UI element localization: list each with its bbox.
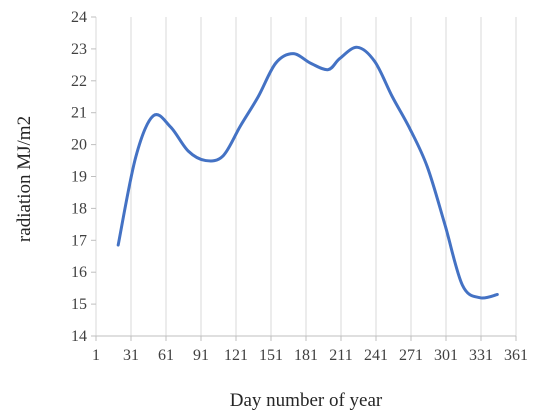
y-tick-label-24: 24 [71,9,87,26]
x-tick-label-271: 271 [399,347,423,364]
data-point-185 [309,62,311,64]
y-tick-label-17: 17 [71,232,87,249]
data-point-140 [257,96,259,98]
x-tick-label-361: 361 [504,347,528,364]
data-point-125 [239,124,241,126]
y-tick-label-19: 19 [71,169,87,186]
series-line-0 [116,45,499,300]
x-tick-label-241: 241 [364,347,388,364]
data-point-80 [187,150,189,152]
data-point-330 [479,297,481,299]
data-point-270 [409,127,411,129]
data-point-65 [169,126,171,128]
y-tick-label-20: 20 [71,137,87,154]
data-point-110 [222,155,224,157]
x-tick-labels: 1 31 61 91 121 151 181 211 241 271 301 331 361 [92,347,528,364]
data-point-210 [339,57,341,59]
x-tick-label-301: 301 [434,347,458,364]
y-tick-label-23: 23 [71,41,87,58]
x-tick-label-151: 151 [259,347,283,364]
data-point-240 [374,60,376,62]
data-point-315 [461,284,463,286]
y-tick-label-15: 15 [71,296,87,313]
y-tick-label-16: 16 [71,264,87,281]
y-tick-label-21: 21 [71,105,87,122]
data-point-255 [391,96,393,98]
x-tick-label-61: 61 [158,347,174,364]
axes [91,16,517,341]
y-tick-label-22: 22 [71,73,87,90]
data-point-300 [444,223,446,225]
data-point-155 [274,62,276,64]
x-tick-label-211: 211 [329,347,352,364]
y-tick-labels: 14 15 16 17 18 19 20 21 22 23 24 [71,9,87,345]
data-point-20 [117,244,119,246]
y-tick-label-18: 18 [71,200,87,217]
x-tick-label-91: 91 [193,347,209,364]
data-point-170 [292,52,294,54]
x-tick-label-1: 1 [92,347,100,364]
y-tick-label-14: 14 [71,328,87,345]
x-tick-label-31: 31 [123,347,139,364]
grid-lines [95,17,517,336]
data-point-50 [152,115,154,117]
data-point-345 [496,293,498,295]
x-axis-title: Day number of year [230,390,383,411]
data-point-285 [426,166,428,168]
data-point-200 [327,68,329,70]
x-tick-label-181: 181 [294,347,318,364]
series-layer [116,45,499,300]
data-point-95 [204,159,206,161]
data-point-225 [356,46,358,48]
data-point-35 [134,156,136,158]
x-tick-label-331: 331 [469,347,493,364]
y-axis-title: radiation MJ/m2 [14,116,35,242]
x-tick-label-121: 121 [224,347,248,364]
